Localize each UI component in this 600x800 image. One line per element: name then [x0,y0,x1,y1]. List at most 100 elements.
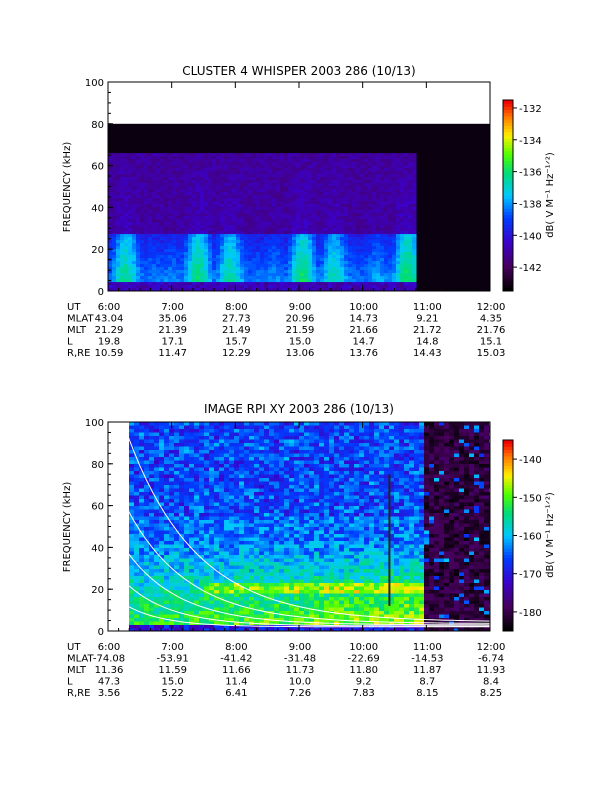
rpi-cell [179,464,185,468]
colorbar-segment [503,281,513,286]
whisper-cell [280,162,285,166]
colorbar-segment [503,233,513,238]
rpi-cell [229,558,235,563]
whisper-cell [260,237,265,241]
rpi-cell [204,464,210,468]
whisper-cell [112,237,117,241]
whisper-cell [392,204,397,208]
whisper-cell [336,174,341,178]
whisper-cell [332,282,337,286]
whisper-cell [172,234,177,238]
whisper-cell [248,201,253,205]
rpi-cell [214,565,220,570]
whisper-cell [384,186,389,190]
whisper-cell [356,207,361,211]
whisper-cell [328,264,333,268]
whisper-cell [180,156,185,160]
rpi-cell [229,439,235,444]
whisper-cell [160,273,165,277]
whisper-cell [352,243,357,247]
whisper-cell [200,159,205,163]
whisper-cell [296,234,301,238]
rpi-cell [194,541,200,545]
whisper-cell [136,255,141,259]
whisper-cell [344,219,349,223]
whisper-cell [348,177,353,181]
whisper-cell [376,168,381,172]
whisper-cell [208,273,213,277]
rpi-cell [129,576,135,580]
whisper-cell [224,210,229,214]
rpi-cell [134,429,140,433]
whisper-cell [372,195,377,199]
rpi-cell [214,544,220,549]
whisper-cell [376,216,381,220]
rpi-cell [154,453,160,458]
whisper-cell [124,282,129,286]
rpi-cell [219,558,225,563]
whisper-cell [236,195,241,199]
whisper-cell [112,180,117,184]
rpi-cell [174,453,180,458]
rpi-cell [209,457,215,461]
whisper-cell [108,168,113,172]
rpi-cell [184,516,190,521]
whisper-cell [284,252,289,256]
whisper-cell [128,288,133,291]
whisper-cell [240,219,245,223]
whisper-cell [412,153,417,157]
whisper-cell [284,186,289,190]
whisper-cell [240,174,245,178]
whisper-cell [392,165,397,169]
whisper-cell [216,204,221,208]
whisper-cell [212,183,217,187]
whisper-cell [396,234,401,238]
whisper-cell [388,255,393,259]
rpi-cell [144,481,150,486]
whisper-cell [224,198,229,202]
rpi-cell [194,492,200,496]
whisper-cell [256,270,261,274]
whisper-cell [356,288,361,291]
rpi-cell [229,467,235,472]
rpi-cell [179,548,185,552]
whisper-cell [228,174,233,178]
whisper-cell [316,216,321,220]
whisper-cell [120,183,125,187]
whisper-cell [140,204,145,208]
whisper-cell [360,249,365,253]
whisper-cell [208,192,213,196]
whisper-cell [400,228,405,232]
rpi-cell [189,460,195,465]
whisper-cell [156,249,161,253]
whisper-cell [348,198,353,202]
whisper-cell [236,255,241,259]
rpi-cell [169,460,175,465]
whisper-cell [312,288,317,291]
whisper-cell [356,285,361,289]
rpi-cell [224,502,230,507]
whisper-cell [336,267,341,271]
whisper-cell [376,165,381,169]
whisper-cell [396,225,401,229]
whisper-cell [396,204,401,208]
whisper-cell [360,171,365,175]
whisper-cell [208,276,213,280]
whisper-cell [356,264,361,268]
whisper-cell [328,177,333,181]
whisper-cell [184,219,189,223]
whisper-cell [380,165,385,169]
whisper-cell [268,255,273,259]
rpi-cell [184,597,190,601]
whisper-cell [172,198,177,202]
rpi-cell [184,621,190,626]
rpi-cell [159,576,165,580]
whisper-cell [408,264,413,268]
rpi-cell [144,590,150,594]
whisper-cell [352,183,357,187]
whisper-cell [376,246,381,250]
whisper-cell [368,231,373,235]
whisper-cell [164,186,169,190]
whisper-cell [180,216,185,220]
rpi-cell [189,478,195,482]
